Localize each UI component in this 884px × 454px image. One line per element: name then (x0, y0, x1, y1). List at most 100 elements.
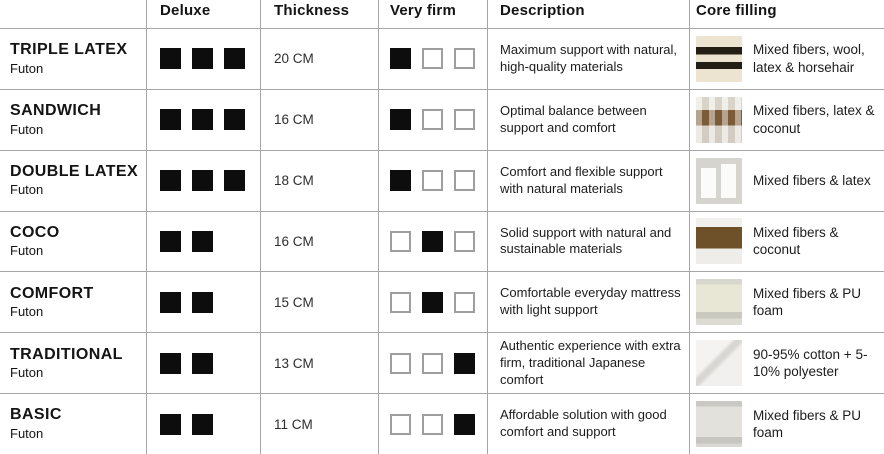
thickness-cell: 20 CM (260, 29, 378, 89)
deluxe-square-filled (160, 413, 181, 435)
thickness-value: 11 CM (274, 416, 313, 432)
deluxe-square-filled (224, 48, 245, 70)
product-subtitle: Futon (10, 425, 44, 441)
core-filling-thumbnail (696, 401, 742, 448)
header-core-filling: Core filling (689, 0, 884, 28)
deluxe-square-filled (160, 109, 181, 131)
firmness-square-filled (422, 291, 443, 313)
description-cell: Maximum support with natural, high-quali… (487, 29, 689, 89)
thickness-cell: 11 CM (260, 394, 378, 454)
description-text: Maximum support with natural, high-quali… (500, 42, 678, 74)
description-text: Comfortable everyday mattress with light… (500, 285, 681, 318)
deluxe-rating-squares (160, 352, 213, 374)
deluxe-cell (146, 394, 260, 454)
firmness-square-empty (454, 170, 475, 192)
deluxe-square-filled (160, 48, 181, 70)
table-header-row: Deluxe Thickness Very firm Description C… (0, 0, 884, 28)
deluxe-cell (146, 211, 260, 272)
thickness-value: 16 CM (274, 112, 314, 128)
deluxe-cell (146, 29, 260, 89)
core-filling-text: Mixed fibers & latex (753, 172, 871, 188)
deluxe-rating-squares (160, 413, 213, 435)
deluxe-cell (146, 150, 260, 211)
firmness-square-empty (390, 230, 411, 252)
core-filling-thumbnail (696, 218, 742, 265)
core-filling-text: Mixed fibers, wool, latex & horsehair (753, 42, 865, 75)
firmness-scale-squares (390, 413, 475, 435)
firmness-cell (378, 29, 487, 89)
model-cell: TRIPLE LATEX Futon (0, 29, 146, 89)
firmness-scale-squares (390, 170, 475, 192)
header-description: Description (487, 0, 689, 28)
firmness-cell (378, 150, 487, 211)
core-filling-cell: Mixed fibers & latex (689, 150, 884, 211)
firmness-square-empty (454, 230, 475, 252)
thickness-value: 20 CM (274, 51, 314, 67)
firmness-square-empty (422, 109, 443, 131)
deluxe-square-filled (192, 109, 213, 131)
firmness-scale-squares (390, 352, 475, 374)
firmness-square-empty (422, 413, 443, 435)
table-row: COMFORT Futon 15 CM Comfortable everyday… (0, 271, 884, 333)
firmness-cell (378, 394, 487, 454)
deluxe-square-filled (192, 413, 213, 435)
model-cell: COMFORT Futon (0, 272, 146, 332)
deluxe-cell (146, 272, 260, 333)
product-name: TRIPLE LATEX (10, 41, 128, 59)
core-filling-text: 90-95% cotton + 5-10% polyester (753, 346, 868, 380)
header-model (0, 0, 146, 28)
deluxe-square-filled (192, 48, 213, 70)
model-cell: SANDWICH Futon (0, 90, 146, 150)
firmness-square-empty (422, 352, 443, 374)
deluxe-rating-squares (160, 230, 213, 252)
table-row: SANDWICH Futon 16 CM Optimal balance bet… (0, 88, 884, 150)
product-subtitle: Futon (10, 304, 44, 320)
deluxe-square-filled (192, 170, 213, 192)
product-subtitle: Futon (10, 243, 44, 259)
core-filling-thumbnail (696, 340, 742, 387)
core-filling-text: Mixed fibers & PU foam (753, 285, 862, 319)
firmness-square-empty (390, 291, 411, 313)
firmness-square-empty (422, 48, 443, 70)
table-row: BASIC Futon 11 CM Affordable solution wi… (0, 393, 884, 454)
thickness-cell: 16 CM (260, 89, 378, 150)
deluxe-square-filled (192, 352, 213, 374)
deluxe-rating-squares (160, 109, 245, 131)
table-row: DOUBLE LATEX Futon 18 CM Comfort and fle… (0, 149, 884, 211)
core-filling-cell: Mixed fibers & PU foam (689, 272, 884, 333)
core-filling-thumbnail (696, 35, 742, 82)
description-cell: Optimal balance between support and comf… (487, 89, 689, 150)
deluxe-rating-squares (160, 48, 245, 70)
deluxe-square-filled (224, 170, 245, 192)
description-cell: Comfortable everyday mattress with light… (487, 272, 689, 333)
model-cell: BASIC Futon (0, 394, 146, 454)
product-subtitle: Futon (10, 182, 44, 198)
firmness-square-filled (390, 109, 411, 131)
deluxe-rating-squares (160, 291, 213, 313)
thickness-cell: 16 CM (260, 211, 378, 272)
firmness-square-filled (422, 230, 443, 252)
description-cell: Authentic experience with extra firm, tr… (487, 333, 689, 394)
model-cell: TRADITIONAL Futon (0, 333, 146, 393)
core-filling-cell: Mixed fibers, latex & coconut (689, 89, 884, 150)
deluxe-square-filled (192, 230, 213, 252)
description-text: Authentic experience with extra firm, tr… (500, 337, 681, 387)
firmness-square-empty (454, 48, 475, 70)
product-name: SANDWICH (10, 102, 102, 120)
thickness-cell: 15 CM (260, 272, 378, 333)
table-row: TRADITIONAL Futon 13 CM Authentic experi… (0, 332, 884, 394)
firmness-square-filled (390, 48, 411, 70)
description-text: Comfort and flexible support with natura… (500, 163, 663, 196)
header-deluxe: Deluxe (146, 0, 260, 28)
firmness-scale-squares (390, 48, 475, 70)
deluxe-square-filled (160, 170, 181, 192)
product-name: COCO (10, 223, 60, 241)
core-filling-cell: 90-95% cotton + 5-10% polyester (689, 333, 884, 394)
deluxe-square-filled (192, 291, 213, 313)
table-row: TRIPLE LATEX Futon 20 CM Maximum support… (0, 28, 884, 89)
deluxe-cell (146, 333, 260, 394)
firmness-cell (378, 272, 487, 333)
deluxe-cell (146, 89, 260, 150)
thickness-value: 13 CM (274, 355, 314, 371)
core-filling-cell: Mixed fibers, wool, latex & horsehair (689, 29, 884, 89)
